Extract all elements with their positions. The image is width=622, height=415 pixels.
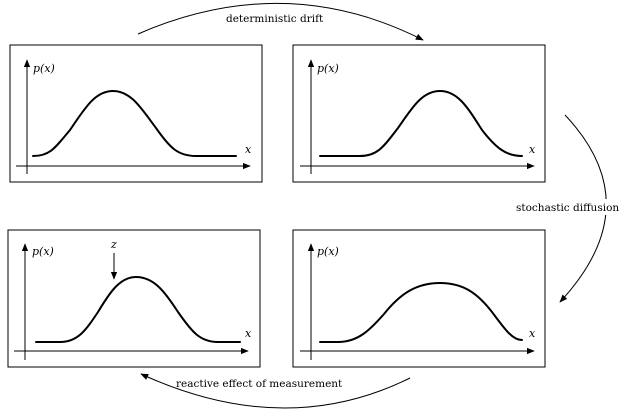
panel-bottom-left-measurement-label: z [110,238,117,251]
panel-bottom-left-y-label: p(x) [32,245,54,258]
panel-bottom-left-frame [7,229,261,368]
transition-top: deterministic drift [137,3,424,41]
panel-top-right: p(x) x [292,44,546,183]
panel-bottom-left: p(x) x z [7,229,261,368]
transition-bottom-label: reactive effect of measurement [176,378,343,390]
panel-bottom-right-distribution-curve [319,282,523,343]
panel-bottom-right: p(x) x [292,229,546,368]
panel-top-left-frame [9,44,263,183]
panel-top-right-y-label: p(x) [317,62,339,75]
transition-bottom-arrow [140,373,411,409]
transition-bottom: reactive effect of measurement [140,373,411,409]
panel-top-left-x-label: x [245,143,252,156]
panel-top-right-frame [292,44,546,183]
panel-top-left-distribution-curve [32,90,237,157]
transition-right: stochastic diffusion [514,114,619,303]
panel-bottom-right-frame [292,229,546,368]
panel-bottom-right-y-label: p(x) [317,245,339,258]
panel-top-right-x-label: x [529,143,536,156]
transition-right-label: stochastic diffusion [516,202,619,214]
panel-bottom-left-distribution-curve [35,276,241,343]
panel-bottom-left-x-label: x [245,327,252,340]
transition-right-label-backdrop [514,199,618,215]
panel-top-left-y-label: p(x) [33,62,55,75]
transition-top-label: deterministic drift [226,13,324,25]
panel-top-left: p(x) x [9,44,263,183]
panel-top-right-distribution-curve [319,90,523,157]
panel-bottom-right-x-label: x [529,327,536,340]
transition-top-arrow [137,3,424,41]
